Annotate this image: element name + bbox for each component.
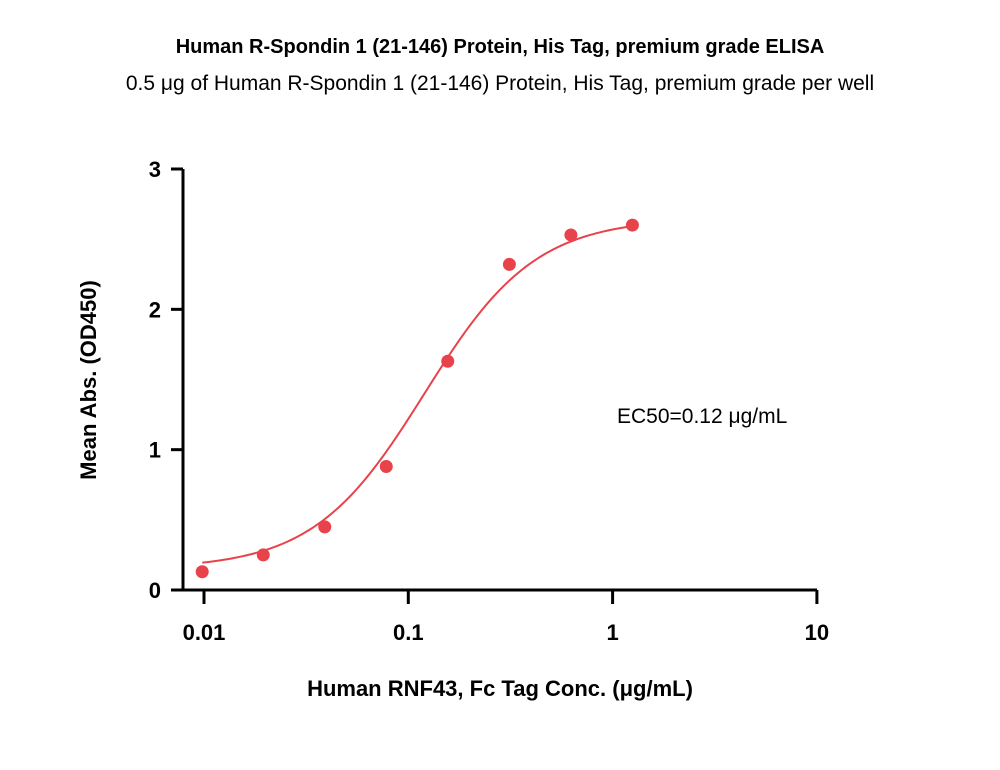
ec50-annotation: EC50=0.12 μg/mL [617,405,787,428]
data-point [379,460,393,474]
axis-labels: 0 1 2 3 0.01 0.1 1 10 [149,157,829,645]
x-tick-label: 10 [805,620,829,645]
y-tick-label: 3 [149,157,161,182]
data-point [625,218,639,232]
data-point [502,257,516,271]
data-point [195,565,209,579]
fit-curve [202,225,633,564]
data-point [256,548,270,562]
chart-subtitle: 0.5 μg of Human R-Spondin 1 (21-146) Pro… [125,72,875,95]
fit-curve-group [202,225,633,564]
data-point [564,228,578,242]
data-point [441,354,455,368]
y-axis-title: Mean Abs. (OD450) [76,280,101,480]
x-axis-title: Human RNF43, Fc Tag Conc. (μg/mL) [307,676,693,701]
chart-title: Human R-Spondin 1 (21-146) Protein, His … [175,36,825,58]
x-tick-label: 0.1 [393,620,424,645]
y-tick-label: 1 [149,438,161,463]
x-tick-label: 0.01 [183,620,226,645]
y-tick-label: 2 [149,297,161,322]
x-tick-label: 1 [606,620,618,645]
axes [171,167,819,604]
data-point [318,520,332,534]
y-tick-label: 0 [149,578,161,603]
data-points [195,218,639,579]
